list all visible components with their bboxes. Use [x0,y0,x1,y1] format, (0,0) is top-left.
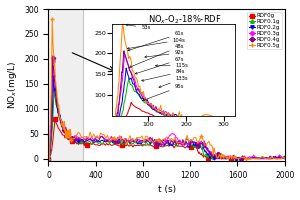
Line: RDF0.4g: RDF0.4g [47,54,286,160]
RDF0.3g [47,157,50,160]
RDF0.2g [47,157,50,160]
RDF0.5g [224,156,228,159]
RDF0g [211,157,214,159]
RDF0g [68,138,72,141]
RDF0.3g [205,149,208,151]
RDF0.3g [69,137,73,140]
RDF0.4g [68,135,71,138]
RDF0.5g [59,118,62,120]
RDF0.2g [220,157,224,159]
RDF0.4g [221,156,224,159]
RDF0.5g [208,141,211,143]
RDF0.2g [216,157,220,160]
RDF0.4g [47,157,50,160]
RDF0.3g [220,157,224,159]
RDF0.1g [214,156,218,158]
RDF0.2g [63,131,66,134]
RDF0.1g [283,155,286,157]
RDF0.3g [62,125,65,127]
RDF0.5g [47,157,50,160]
RDF0.1g [66,133,69,135]
RDF0.2g [202,146,205,149]
RDF0.4g [51,55,55,57]
RDF0.3g [226,154,230,157]
RDF0.4g [226,155,229,158]
RDF0.5g [231,156,235,158]
RDF0.4g [61,126,64,129]
RDF0.2g [71,136,74,138]
Bar [49,7,83,161]
RDF0g [215,157,218,160]
RDF0.2g [215,157,218,159]
RDF0.3g [283,155,286,157]
RDF0.1g [75,139,79,141]
RDF0.4g [283,155,286,158]
RDF0.1g [52,88,56,91]
RDF0.1g [47,155,50,158]
RDF0.1g [200,148,203,151]
Line: RDF0.3g: RDF0.3g [47,58,286,160]
RDF0g [283,157,286,160]
RDF0.4g [204,147,208,149]
RDF0g [209,157,213,160]
RDF0g [196,150,200,153]
RDF0.2g [52,75,55,78]
RDF0.5g [226,156,230,158]
RDF0g [47,157,50,160]
RDF0.4g [219,157,223,160]
Line: RDF0g: RDF0g [47,117,286,160]
Line: RDF0.1g: RDF0.1g [47,88,286,160]
RDF0.5g [50,18,54,20]
RDF0g [53,117,57,119]
RDF0.3g [221,157,225,159]
RDF0.1g [216,157,220,159]
Legend: RDF0g, RDF0.1g, RDF0.2g, RDF0.3g, RDF0.4g, RDF0.5g: RDF0g, RDF0.1g, RDF0.2g, RDF0.3g, RDF0.4… [247,12,282,49]
RDF0g [47,157,50,160]
RDF0.1g [220,157,224,159]
Text: NO$_x$-O$_2$-18%-RDF: NO$_x$-O$_2$-18%-RDF [148,14,221,26]
RDF0.3g [47,157,51,160]
Y-axis label: NO$_x$(mg/L): NO$_x$(mg/L) [6,61,19,109]
RDF0g [79,142,83,145]
Line: RDF0.2g: RDF0.2g [47,75,286,160]
X-axis label: t (s): t (s) [158,185,176,194]
RDF0.2g [283,157,286,160]
RDF0.3g [51,59,55,61]
RDF0.5g [283,157,286,160]
Line: RDF0.5g: RDF0.5g [47,17,286,160]
RDF0.5g [65,132,69,135]
RDF0.1g [47,157,50,160]
